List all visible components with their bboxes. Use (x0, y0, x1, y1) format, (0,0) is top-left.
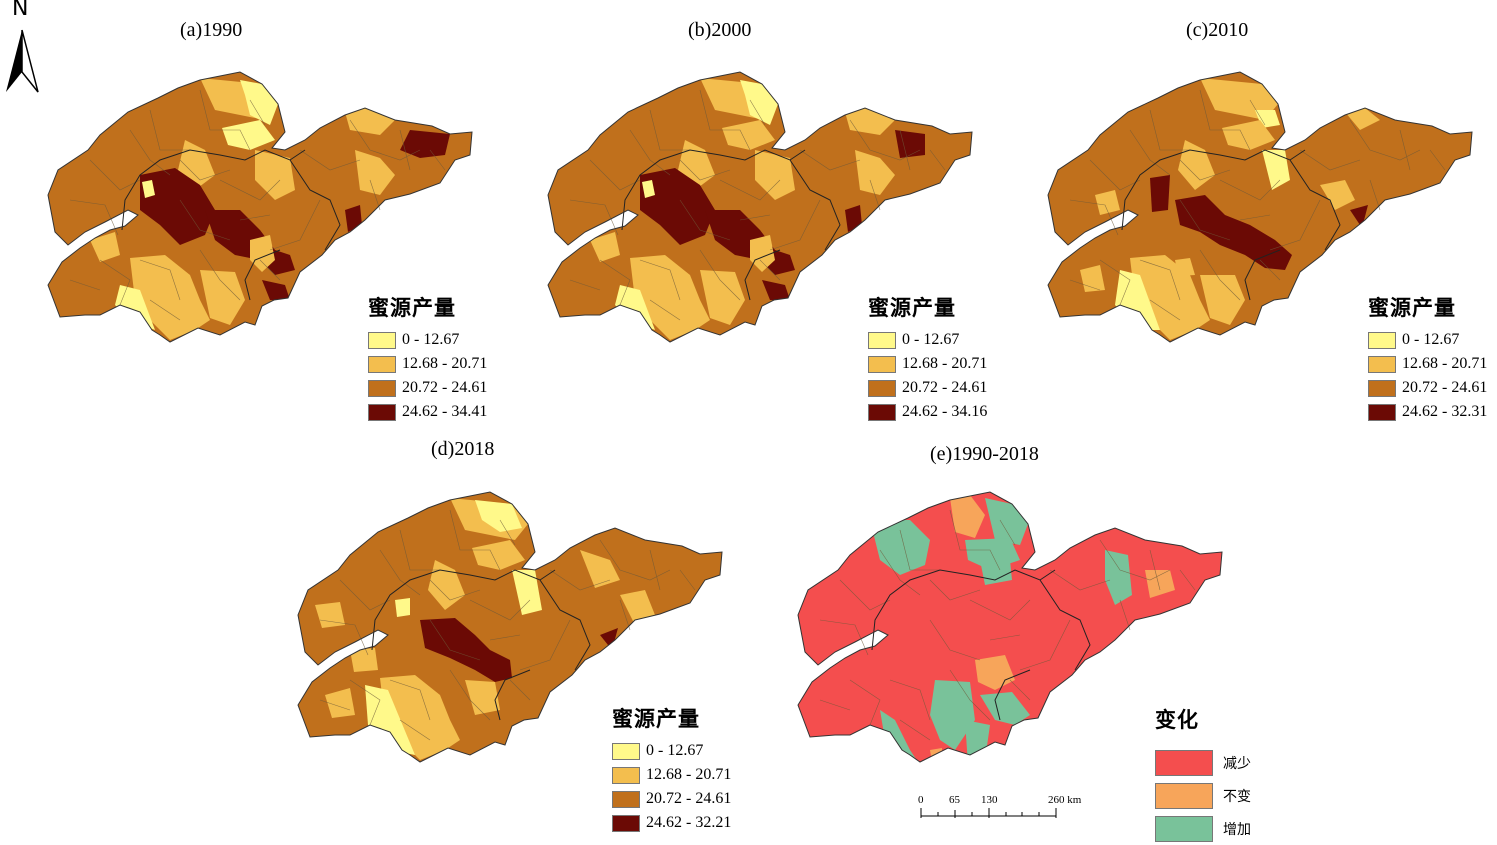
legend-item: 24.62 - 34.41 (368, 400, 487, 424)
scale-label: 260 km (1048, 794, 1082, 806)
legend-swatch (612, 742, 640, 760)
scale-bar-graphic (920, 808, 1057, 818)
legend-label: 20.72 - 24.61 (402, 379, 488, 396)
map-panel-d (297, 491, 723, 763)
legend-label: 0 - 12.67 (402, 331, 460, 348)
legend-label: 12.68 - 20.71 (646, 766, 732, 783)
legend-swatch (1155, 749, 1213, 776)
legend-title: 蜜源产量 (368, 296, 456, 320)
panel-title-c: (c)2010 (1186, 19, 1249, 41)
map-panel-e (797, 491, 1223, 763)
legend-label: 增加 (1223, 821, 1251, 838)
legend-swatch (868, 379, 896, 397)
legend-swatch (868, 355, 896, 373)
legend-item: 12.68 - 20.71 (368, 352, 487, 376)
legend-label: 24.62 - 34.16 (902, 403, 988, 420)
north-label: N (12, 0, 29, 21)
panel-title-a: (a)1990 (180, 19, 243, 41)
panel-title-e: (e)1990-2018 (930, 443, 1039, 465)
legend-swatch (1368, 355, 1396, 373)
panel-title-d: (d)2018 (431, 438, 495, 460)
legend-item: 20.72 - 24.61 (1368, 376, 1497, 400)
legend-label: 24.62 - 34.41 (402, 403, 488, 420)
map-panel-b (547, 71, 973, 343)
legend-label: 0 - 12.67 (646, 742, 704, 759)
legend-item: 20.72 - 24.61 (612, 787, 731, 811)
legend-item: 减少 (1155, 746, 1251, 779)
legend-swatch (368, 403, 396, 421)
legend-swatch (1368, 379, 1396, 397)
legend-item: 0 - 12.67 (1368, 328, 1497, 352)
legend-label: 12.68 - 20.71 (902, 355, 988, 372)
legend-item: 24.62 - 34.16 (868, 400, 987, 424)
legend-item: 20.72 - 24.61 (368, 376, 487, 400)
legend-swatch (368, 331, 396, 349)
legend-item: 24.62 - 32.21 (612, 811, 731, 835)
legend-label: 减少 (1223, 755, 1251, 772)
legend-label: 0 - 12.67 (1402, 331, 1460, 348)
legend-e: 变化 减少 不变 增加 (1155, 704, 1251, 845)
legend-swatch (612, 766, 640, 784)
legend-title: 蜜源产量 (612, 707, 700, 731)
panel-title-b: (b)2000 (688, 19, 752, 41)
legend-label: 20.72 - 24.61 (646, 790, 732, 807)
legend-label: 0 - 12.67 (902, 331, 960, 348)
legend-item: 0 - 12.67 (868, 328, 987, 352)
legend-item: 0 - 12.67 (368, 328, 487, 352)
legend-swatch (1155, 782, 1213, 809)
legend-title: 变化 (1155, 708, 1199, 732)
legend-label: 不变 (1223, 788, 1251, 805)
legend-swatch (612, 790, 640, 808)
legend-title: 蜜源产量 (868, 296, 956, 320)
scale-label: 65 (949, 794, 960, 806)
legend-swatch (1368, 403, 1396, 421)
legend-swatch (868, 331, 896, 349)
legend-label: 24.62 - 32.31 (1402, 403, 1488, 420)
legend-label: 12.68 - 20.71 (1402, 355, 1488, 372)
legend-swatch (368, 379, 396, 397)
legend-d: 蜜源产量 0 - 12.67 12.68 - 20.71 20.72 - 24.… (612, 703, 731, 835)
legend-swatch (1368, 331, 1396, 349)
legend-item: 0 - 12.67 (612, 739, 731, 763)
legend-title: 蜜源产量 (1368, 296, 1456, 320)
legend-item: 20.72 - 24.61 (868, 376, 987, 400)
scale-bar: 0 65 130 260 km (918, 794, 1088, 824)
legend-a: 蜜源产量 0 - 12.67 12.68 - 20.71 20.72 - 24.… (368, 292, 487, 424)
legend-label: 20.72 - 24.61 (902, 379, 988, 396)
legend-item: 24.62 - 32.31 (1368, 400, 1497, 424)
legend-item: 12.68 - 20.71 (612, 763, 731, 787)
legend-swatch (368, 355, 396, 373)
legend-swatch (1155, 815, 1213, 842)
legend-swatch (868, 403, 896, 421)
scale-label: 130 (981, 794, 998, 806)
map-panel-a (47, 71, 473, 343)
legend-b: 蜜源产量 0 - 12.67 12.68 - 20.71 20.72 - 24.… (868, 292, 987, 424)
legend-item: 12.68 - 20.71 (1368, 352, 1497, 376)
north-arrow: N (2, 0, 42, 98)
north-arrow-icon (6, 29, 39, 93)
legend-item: 不变 (1155, 779, 1251, 812)
legend-swatch (612, 814, 640, 832)
legend-label: 24.62 - 32.21 (646, 814, 732, 831)
legend-label: 20.72 - 24.61 (1402, 379, 1488, 396)
legend-item: 12.68 - 20.71 (868, 352, 987, 376)
legend-label: 12.68 - 20.71 (402, 355, 488, 372)
scale-label: 0 (918, 794, 924, 806)
legend-c: 蜜源产量 0 - 12.67 12.68 - 20.71 20.72 - 24.… (1368, 292, 1497, 424)
legend-item: 增加 (1155, 812, 1251, 845)
